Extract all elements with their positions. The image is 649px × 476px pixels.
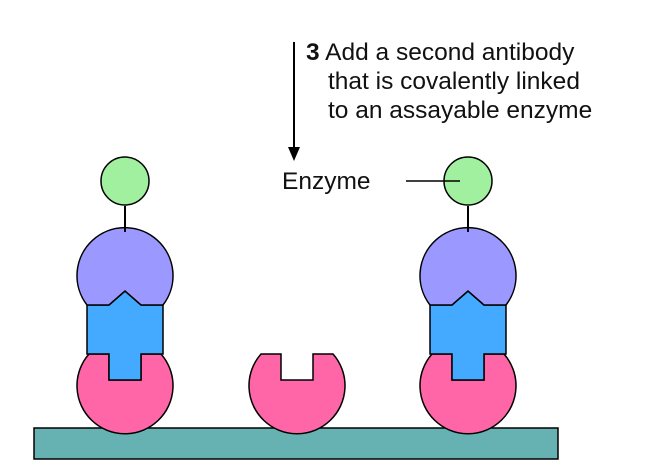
enzyme-label: Enzyme — [282, 168, 371, 195]
step-line-3: to an assayable enzyme — [306, 96, 592, 125]
second-antibody-left — [76, 226, 174, 306]
enzyme-left — [100, 156, 150, 206]
step-line-2: that is covalently linked — [306, 67, 592, 96]
second-antibody-right — [419, 226, 517, 306]
step-line-3-text: to an assayable enzyme — [328, 97, 593, 124]
left-complex — [76, 156, 174, 435]
step-line-1-text: Add a second antibody — [325, 39, 575, 66]
step-description: 3 Add a second antibody that is covalent… — [306, 38, 592, 125]
right-complex — [419, 156, 517, 435]
step-arrow-head — [288, 147, 300, 161]
capture-antibody-right — [419, 353, 517, 435]
step-line-1: 3 Add a second antibody — [306, 38, 592, 67]
capture-antibody-middle — [248, 353, 346, 435]
capture-antibody-left — [76, 353, 174, 435]
step-number: 3 — [306, 39, 320, 66]
step-line-2-text: that is covalently linked — [328, 68, 580, 95]
